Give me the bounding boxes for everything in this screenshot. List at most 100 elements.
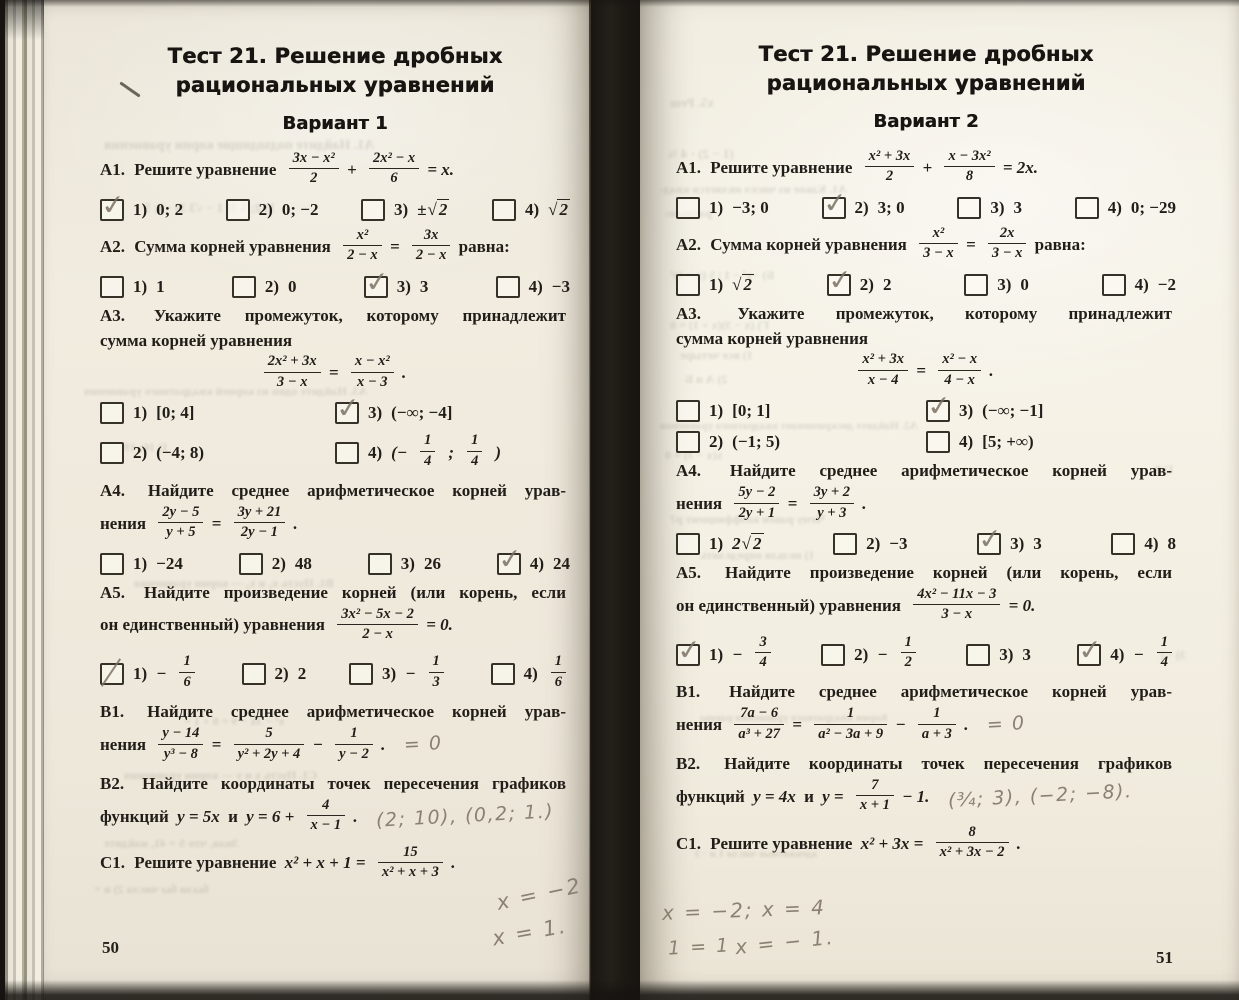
math-text: = 0. [426, 615, 453, 635]
option-label: 3) [959, 401, 974, 421]
radicand: 2 [751, 532, 764, 553]
answer-checkbox [957, 196, 982, 219]
problem-label: В1. [100, 702, 125, 722]
answer-options: 1)√2 2)2 3)0 4)−2 [676, 273, 1176, 296]
problem: В2. Найдите координаты точек пересечения… [100, 773, 570, 838]
problem-label: В1. [676, 682, 701, 702]
answer-checkbox [1074, 196, 1099, 219]
problem-text: равна: [1034, 234, 1086, 254]
left-page: Тест 21. Решение дробных рациональных ур… [44, 0, 590, 1000]
answer-checkbox [335, 442, 359, 465]
fraction-denominator: 8 [965, 168, 974, 185]
answer-checkbox-checked [676, 643, 700, 666]
problem-label: А3. [100, 305, 126, 325]
problem-label: А1. [676, 157, 702, 177]
fraction-numerator: 3x − x² [288, 150, 339, 170]
answer-checkbox [926, 431, 950, 454]
answer-checkbox [1111, 532, 1136, 555]
answer-option: 3) 26 [367, 552, 441, 575]
problem-label: В2. [676, 754, 701, 774]
math-text: = [211, 513, 222, 533]
math-text: y = [822, 786, 844, 806]
fraction-numerator: 4 [306, 797, 346, 817]
answer-checkbox [100, 442, 124, 465]
fraction-numerator: x² + 3x [864, 148, 915, 168]
fraction: 8 x² + 3x − 2 [935, 824, 1009, 862]
answer-checkbox-checked [335, 402, 359, 425]
fraction-numerator: 7 [855, 777, 894, 797]
problem-text: равна: [458, 236, 510, 256]
fraction-numerator: 3 [755, 634, 771, 654]
problem-text: 0; 2 [156, 199, 184, 219]
answer-checkbox [491, 198, 516, 221]
problem: А4. Найдите среднее арифметическое корне… [100, 480, 570, 575]
problem-text: он единственный) уравнения [100, 615, 326, 635]
problem-text: Найдите произведение корней (или корень,… [725, 562, 1172, 582]
fraction-denominator: 2 [885, 168, 894, 185]
option-label: 1) [709, 533, 724, 553]
problem-line: В1. Найдите среднее арифметическое корне… [676, 681, 1176, 704]
answer-checkbox-checked [821, 196, 846, 219]
fraction: 1 a² − 3a + 9 [814, 705, 888, 743]
problem: С1. Решите уравнение x² + x + 1 = 15 x² +… [100, 844, 570, 885]
option-label: 1) [133, 199, 148, 219]
fraction: 5y − 2 2y + 1 [734, 484, 780, 522]
problem-text: Укажите промежуток, которому принадлежит [153, 305, 566, 325]
problem-text: 2 [882, 274, 892, 294]
title-line-1: Тест 21. Решение дробных [758, 42, 1094, 66]
option-label: 2) [133, 443, 148, 463]
fraction-denominator: x + 1 [859, 797, 890, 814]
sqrt-prefix: ± [417, 199, 427, 219]
answer-option: 4) 1 6 [490, 653, 570, 694]
page-number: 50 [102, 938, 119, 957]
option-label: 3) [382, 664, 397, 684]
problem-text: (−∞; −1] [982, 401, 1044, 421]
math-text: ; [448, 443, 455, 463]
fraction: x² 2 − x [343, 227, 382, 265]
answer-checkbox-checked [977, 532, 1002, 555]
answer-checkbox [490, 663, 515, 686]
answer-option: 2) (−1; 5) [676, 431, 926, 454]
radical-sign-icon: √ [741, 533, 752, 553]
sqrt-expression: √ 2 [732, 273, 755, 295]
problem-text: 26 [423, 553, 441, 573]
problem-text: Найдите среднее арифметическое корней ур… [147, 481, 567, 500]
fraction-numerator: 8 [935, 824, 1009, 844]
problem-label: А2. [676, 234, 702, 254]
right-page-content: Тест 21. Решение дробных рациональных ур… [640, 0, 1238, 865]
math-text: x² + x + 1 = [284, 853, 366, 873]
problem-label: С1. [676, 833, 702, 853]
math-text: − [405, 664, 416, 684]
fraction-numerator: 1 [428, 653, 444, 673]
answer-checkbox [100, 402, 124, 425]
sqrt-expression: ±√ 2 [417, 198, 450, 220]
problem-line: В1. Найдите среднее арифметическое корне… [100, 701, 570, 724]
fraction-numerator: 1 [1156, 634, 1172, 654]
fraction-numerator: 3x [411, 227, 451, 247]
answer-checkbox [676, 431, 700, 454]
answer-option: 4) 0; −29 [1074, 196, 1176, 219]
problem-text: сумма корней уравнения [100, 330, 293, 350]
fraction: 3y + 21 2y − 1 [233, 504, 286, 542]
math-text: − [312, 734, 323, 754]
problem-text: нения [100, 734, 147, 754]
option-label: 4) [1107, 197, 1122, 217]
answer-option: 4) −2 [1101, 273, 1176, 296]
problem-text: Решите уравнение [134, 159, 277, 179]
sqrt-expression: 2√ 2 [732, 532, 764, 554]
answer-checkbox [1101, 273, 1126, 296]
problem-text: Сумма корней уравнения [710, 234, 907, 254]
answer-option: 4) [5; +∞) [926, 431, 1176, 454]
fraction-numerator: 1 [335, 725, 373, 745]
answer-options: 1) [0; 1] 3) (−∞; −1] 2) (−1; 5) 4) [5; +∞) [676, 400, 1176, 454]
problem-line: сумма корней уравнения [676, 328, 1176, 351]
option-label: 3) [999, 644, 1014, 664]
option-label: 2) [859, 274, 874, 294]
option-label: 2) [854, 644, 869, 664]
title-line-1: Тест 21. Решение дробных [167, 44, 503, 68]
